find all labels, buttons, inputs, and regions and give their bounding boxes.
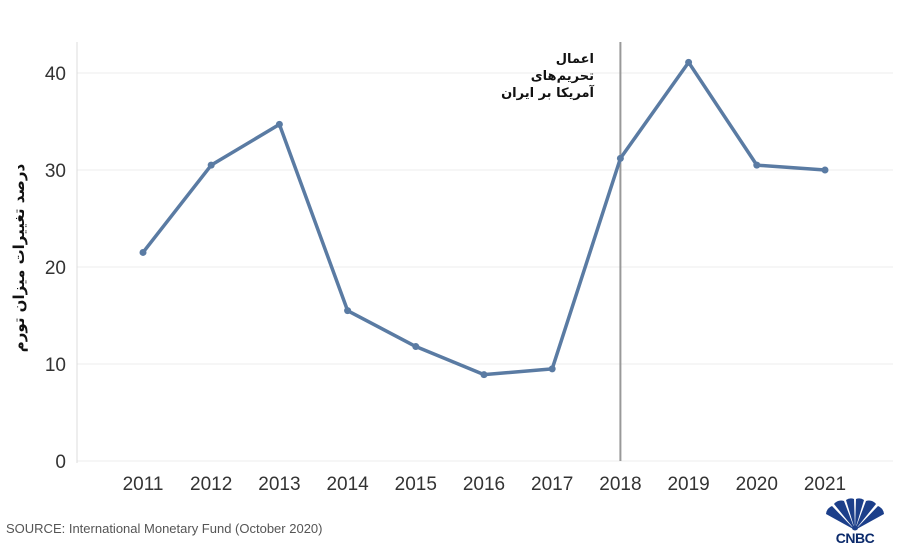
data-point (548, 365, 556, 373)
series-line (141, 60, 827, 377)
x-tick-label: 2012 (190, 474, 232, 495)
x-tick-label: 2016 (463, 474, 505, 495)
data-point (821, 166, 829, 174)
data-point (480, 371, 488, 379)
gridlines (77, 72, 893, 462)
data-points (139, 58, 829, 379)
y-tick-label: 40 (45, 64, 66, 85)
x-tick-label: 2019 (667, 474, 709, 495)
data-point (753, 161, 761, 169)
cnbc-logo: CNBC (820, 498, 890, 546)
x-tick-label: 2014 (326, 474, 369, 495)
y-tick-label: 10 (45, 355, 66, 376)
x-tick-label: 2017 (531, 474, 573, 495)
data-point (616, 154, 624, 162)
x-tick-label: 2020 (736, 474, 778, 495)
annotation-line: اعمال (556, 52, 594, 67)
annotation-line: آمریکا بر ایران (501, 84, 594, 101)
logo-text: CNBC (835, 530, 875, 546)
source-note: SOURCE: International Monetary Fund (Oct… (6, 521, 323, 536)
data-point (412, 343, 420, 351)
x-tick-label: 2011 (123, 474, 164, 495)
x-tick-label: 2013 (258, 474, 300, 495)
y-tick-label: 0 (55, 452, 66, 473)
x-tick-label: 2021 (804, 474, 846, 495)
data-point (275, 120, 283, 128)
data-point (139, 248, 147, 256)
data-point (207, 161, 215, 169)
annotation-line: تحریم‌های (531, 69, 594, 84)
x-tick-label: 2018 (599, 474, 641, 495)
y-tick-label: 30 (45, 161, 66, 182)
x-tick-label: 2015 (395, 474, 437, 495)
nbc-peacock-icon (826, 498, 884, 531)
y-tick-labels: 0 10 20 30 40 (45, 64, 66, 473)
data-point (685, 58, 693, 66)
data-point (344, 307, 352, 315)
x-tick-labels: 2011 2012 2013 2014 2015 2016 2017 2018 2019 2020… (123, 474, 847, 495)
y-axis-label: درصد تغییرات میزان تورم (10, 164, 28, 353)
y-tick-label: 20 (45, 258, 66, 279)
